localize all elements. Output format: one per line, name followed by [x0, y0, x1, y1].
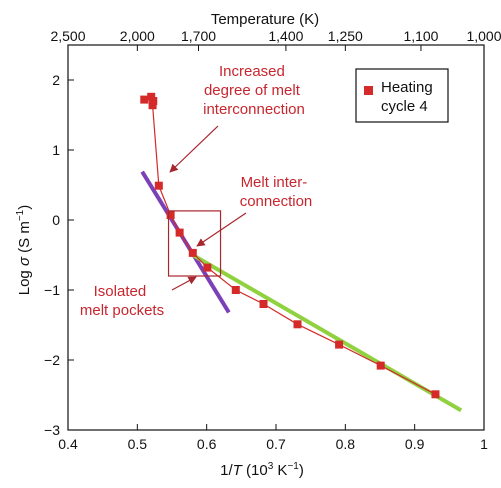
y-tick-labels: −3 −2 −1 0 1 2	[44, 72, 60, 438]
data-point	[140, 95, 149, 104]
y-tick-label: −3	[44, 422, 60, 438]
top-tick-label: 2,500	[50, 28, 85, 44]
top-tick-label: 1,700	[181, 28, 216, 44]
arrow-melt-interconnection	[196, 212, 247, 247]
annotation-increased-line2: degree of melt	[204, 82, 301, 99]
series-line-group	[144, 96, 436, 395]
x-tick-label: 0.6	[197, 436, 217, 452]
annotation-melt-line2: connection	[240, 193, 313, 210]
arrow-increased-interconnection	[169, 125, 219, 173]
x-axis-title: 1/T (103 K−1)	[220, 461, 304, 479]
annotation-increased-line1: Increased	[219, 63, 285, 80]
data-point	[147, 92, 156, 101]
y-axis-title-sup: −1	[15, 209, 26, 221]
x-tick-labels: 0.4 0.5 0.6 0.7 0.8 0.9 1	[58, 436, 488, 452]
data-point	[376, 361, 385, 370]
x-tick-label: 0.4	[58, 436, 78, 452]
top-tick-label: 1,100	[403, 28, 438, 44]
top-tick-label: 2,000	[120, 28, 155, 44]
data-point	[203, 263, 212, 272]
x-axis-title-suffix: )	[299, 462, 304, 479]
data-point	[231, 286, 240, 294]
legend-label-line1: Heating	[381, 79, 433, 96]
series-line-1	[144, 96, 436, 395]
ticks-group	[67, 45, 485, 431]
data-point	[166, 211, 175, 220]
x-axis-title-sup1: 3	[268, 461, 274, 472]
annotation-melt-line1: Melt inter-	[241, 174, 308, 191]
annotation-isolated-line1: Isolated	[94, 283, 147, 300]
y-axis-title-prefix: Log	[16, 266, 33, 295]
data-point	[259, 300, 268, 308]
data-point	[431, 390, 440, 399]
top-tick-labels: 2,500 2,000 1,700 1,400 1,250 1,100 1,000	[50, 28, 501, 44]
x-tick-label: 0.8	[336, 436, 356, 452]
y-tick-label: −1	[44, 282, 60, 298]
data-point	[188, 248, 197, 257]
annotation-isolated-line2: melt pockets	[80, 302, 164, 319]
top-tick-label: 1,400	[268, 28, 303, 44]
x-axis-title-sup2: −1	[287, 461, 299, 472]
annotation-isolated-melt-pockets: Isolated melt pockets	[80, 283, 164, 319]
y-tick-label: 0	[52, 212, 60, 228]
top-axis-title: Temperature (K)	[211, 11, 319, 28]
legend-marker-square	[364, 86, 373, 95]
series-points-group	[140, 92, 440, 399]
legend-box	[355, 68, 449, 123]
data-point	[175, 228, 184, 237]
annotation-increased-interconnection: Increased degree of melt interconnection	[203, 63, 305, 118]
legend-label-line2: cycle 4	[381, 98, 428, 115]
y-axis-title-suffix: )	[16, 205, 33, 210]
data-point	[293, 320, 302, 329]
y-tick-label: 1	[52, 142, 60, 158]
data-point	[149, 97, 158, 105]
annotation-melt-interconnection: Melt inter- connection	[240, 174, 313, 210]
data-point	[148, 101, 157, 110]
x-axis-title-mid2: K	[273, 462, 287, 479]
top-tick-label: 1,000	[466, 28, 501, 44]
top-tick-label: 1,250	[328, 28, 363, 44]
y-tick-label: −2	[44, 352, 60, 368]
x-tick-label: 0.7	[266, 436, 286, 452]
y-axis-title: Log σ (S m−1)	[15, 205, 33, 296]
x-tick-label: 0.9	[405, 436, 425, 452]
y-axis-title-var: σ	[16, 256, 33, 266]
data-point	[335, 340, 344, 349]
x-axis-title-mid: (10	[242, 462, 268, 479]
annotation-increased-line3: interconnection	[203, 101, 305, 118]
x-tick-label: 1	[480, 436, 488, 452]
x-axis-title-prefix: 1/	[220, 462, 233, 479]
melt-interconnection-box	[167, 210, 222, 277]
y-tick-label: 2	[52, 72, 60, 88]
data-point	[154, 181, 163, 190]
y-axis-title-mid: (S m	[16, 221, 33, 257]
x-axis-title-var: T	[233, 462, 244, 479]
legend: Heating cycle 4	[355, 68, 449, 123]
arrow-isolated-melt-pockets	[171, 276, 197, 291]
x-tick-label: 0.5	[128, 436, 148, 452]
